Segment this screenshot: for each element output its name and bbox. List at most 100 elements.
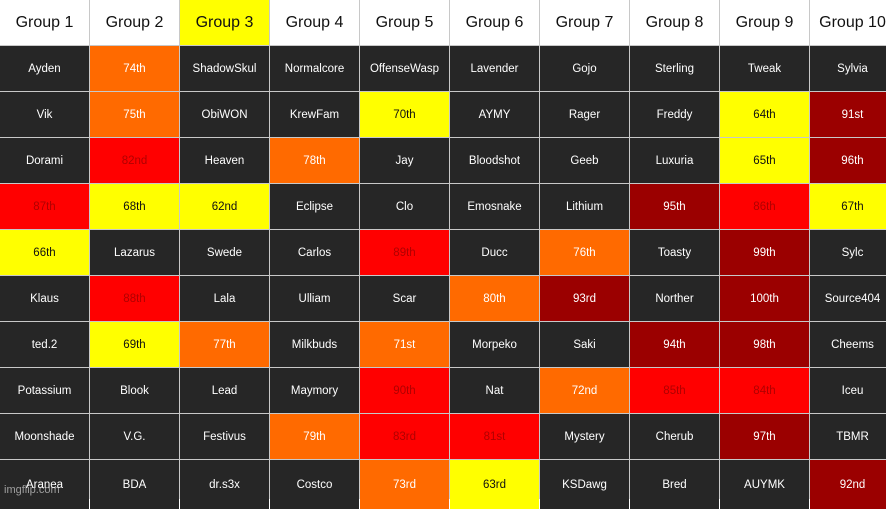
grid-cell-r3-c10: 96th [810, 138, 886, 183]
grid-cell-r10-c2: BDA [90, 460, 179, 509]
grid-cell-r2-c1: Vik [0, 92, 89, 137]
grid-cell-r10-c9: AUYMK [720, 460, 809, 509]
grid-cell-r10-c7: KSDawg [540, 460, 629, 509]
grid-cell-r4-c6: Emosnake [450, 184, 539, 229]
grid-cell-r8-c8: 85th [630, 368, 719, 413]
grid-cell-r9-c4: 79th [270, 414, 359, 459]
grid-cell-r9-c2: V.G. [90, 414, 179, 459]
grid-cell-r4-c8: 95th [630, 184, 719, 229]
grid-cell-r8-c6: Nat [450, 368, 539, 413]
grid-cell-r5-c1: 66th [0, 230, 89, 275]
grid-cell-r3-c6: Bloodshot [450, 138, 539, 183]
grid-cell-r9-c5: 83rd [360, 414, 449, 459]
grid-cell-r9-c6: 81st [450, 414, 539, 459]
group-header-10: Group 10 [810, 0, 886, 45]
grid-cell-r10-c6: 63rd [450, 460, 539, 509]
grid-cell-r8-c3: Lead [180, 368, 269, 413]
grid-cell-r4-c9: 86th [720, 184, 809, 229]
grid-cell-r1-c8: Sterling [630, 46, 719, 91]
group-header-6: Group 6 [450, 0, 539, 45]
grid-cell-r7-c6: Morpeko [450, 322, 539, 367]
grid-cell-r4-c5: Clo [360, 184, 449, 229]
grid-cell-r4-c10: 67th [810, 184, 886, 229]
grid-cell-r3-c3: Heaven [180, 138, 269, 183]
grid-cell-r6-c7: 93rd [540, 276, 629, 321]
grid-cell-r5-c10: Sylc [810, 230, 886, 275]
grid-cell-r9-c9: 97th [720, 414, 809, 459]
grid-cell-r8-c5: 90th [360, 368, 449, 413]
grid-cell-r1-c6: Lavender [450, 46, 539, 91]
grid-cell-r7-c8: 94th [630, 322, 719, 367]
grid-cell-r10-c4: Costco [270, 460, 359, 509]
grid-cell-r5-c6: Ducc [450, 230, 539, 275]
grid-cell-r6-c6: 80th [450, 276, 539, 321]
grid-cell-r3-c4: 78th [270, 138, 359, 183]
grid-cell-r4-c4: Eclipse [270, 184, 359, 229]
grid-cell-r4-c3: 62nd [180, 184, 269, 229]
grid-cell-r9-c1: Moonshade [0, 414, 89, 459]
grid-cell-r7-c7: Saki [540, 322, 629, 367]
grid-cell-r2-c10: 91st [810, 92, 886, 137]
grid-cell-r8-c4: Maymory [270, 368, 359, 413]
grid-cell-r2-c4: KrewFam [270, 92, 359, 137]
grid-cell-r5-c3: Swede [180, 230, 269, 275]
grid-cell-r2-c8: Freddy [630, 92, 719, 137]
grid-cell-r9-c10: TBMR [810, 414, 886, 459]
grid-cell-r6-c5: Scar [360, 276, 449, 321]
grid-cell-r1-c3: ShadowSkul [180, 46, 269, 91]
grid-cell-r10-c5: 73rd [360, 460, 449, 509]
grid-cell-r2-c6: AYMY [450, 92, 539, 137]
imgflip-watermark: imgflip.com [4, 484, 60, 496]
grid-cell-r1-c9: Tweak [720, 46, 809, 91]
grid-cell-r3-c9: 65th [720, 138, 809, 183]
grid-cell-r6-c1: Klaus [0, 276, 89, 321]
grid-cell-r8-c2: Blook [90, 368, 179, 413]
grid-cell-r10-c8: Bred [630, 460, 719, 509]
grid-cell-r8-c7: 72nd [540, 368, 629, 413]
grid-cell-r1-c2: 74th [90, 46, 179, 91]
grid-cell-r1-c5: OffenseWasp [360, 46, 449, 91]
grid-cell-r9-c3: Festivus [180, 414, 269, 459]
grid-cell-r7-c10: Cheems [810, 322, 886, 367]
grid-cell-r6-c4: Ulliam [270, 276, 359, 321]
grid-cell-r5-c8: Toasty [630, 230, 719, 275]
grid-cell-r6-c2: 88th [90, 276, 179, 321]
grid-cell-r10-c10: 92nd [810, 460, 886, 509]
grid-cell-r5-c4: Carlos [270, 230, 359, 275]
grid-cell-r2-c5: 70th [360, 92, 449, 137]
grid-cell-r6-c3: Lala [180, 276, 269, 321]
grid-cell-r8-c10: Iceu [810, 368, 886, 413]
grid-cell-r2-c9: 64th [720, 92, 809, 137]
grid-cell-r6-c9: 100th [720, 276, 809, 321]
grid-cell-r3-c8: Luxuria [630, 138, 719, 183]
grid-cell-r2-c3: ObiWON [180, 92, 269, 137]
grid-cell-r1-c7: Gojo [540, 46, 629, 91]
grid-cell-r6-c8: Norther [630, 276, 719, 321]
group-header-7: Group 7 [540, 0, 629, 45]
grid-cell-r8-c9: 84th [720, 368, 809, 413]
grid-cell-r7-c1: ted.2 [0, 322, 89, 367]
grid-cell-r8-c1: Potassium [0, 368, 89, 413]
group-header-5: Group 5 [360, 0, 449, 45]
grid-cell-r3-c7: Geeb [540, 138, 629, 183]
group-header-8: Group 8 [630, 0, 719, 45]
grid-cell-r5-c5: 89th [360, 230, 449, 275]
grid-cell-r5-c7: 76th [540, 230, 629, 275]
grid-cell-r2-c7: Rager [540, 92, 629, 137]
grid-cell-r3-c1: Dorami [0, 138, 89, 183]
grid-cell-r4-c1: 87th [0, 184, 89, 229]
grid-cell-r4-c7: Lithium [540, 184, 629, 229]
grid-cell-r10-c3: dr.s3x [180, 460, 269, 509]
grid-cell-r1-c4: Normalcore [270, 46, 359, 91]
grid-cell-r4-c2: 68th [90, 184, 179, 229]
grid-cell-r5-c2: Lazarus [90, 230, 179, 275]
grid-cell-r9-c8: Cherub [630, 414, 719, 459]
grid-cell-r9-c7: Mystery [540, 414, 629, 459]
grid-cell-r7-c2: 69th [90, 322, 179, 367]
grid-cell-r2-c2: 75th [90, 92, 179, 137]
group-header-3: Group 3 [180, 0, 269, 45]
group-header-9: Group 9 [720, 0, 809, 45]
grid-cell-r7-c3: 77th [180, 322, 269, 367]
grid-cell-r1-c1: Ayden [0, 46, 89, 91]
group-header-4: Group 4 [270, 0, 359, 45]
